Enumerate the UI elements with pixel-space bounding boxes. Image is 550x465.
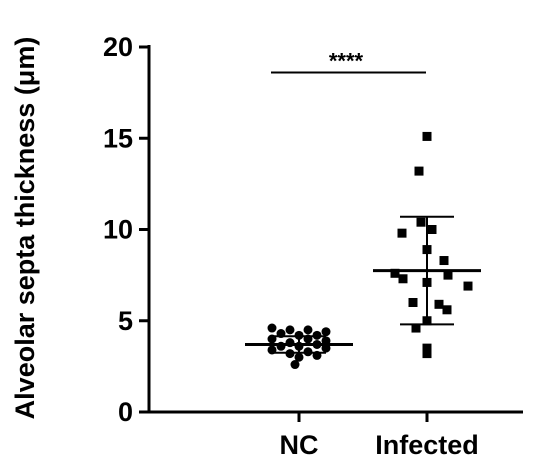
infected-data-point <box>414 166 424 176</box>
infected-data-point <box>408 298 418 307</box>
data-points <box>267 131 473 370</box>
y-axis-title: Alveolar septa thickness (μm) <box>10 37 40 420</box>
infected-data-point <box>398 274 408 284</box>
significance-annotation: **** <box>271 49 426 74</box>
y-axis-title-group: Alveolar septa thickness (μm) <box>10 37 40 420</box>
nc-data-point <box>267 323 277 333</box>
infected-data-point <box>422 343 432 353</box>
infected-data-point <box>463 281 473 291</box>
infected-data-point <box>434 299 444 309</box>
nc-data-point <box>294 352 304 362</box>
axes <box>147 45 523 414</box>
y-tick-label: 10 <box>103 215 133 245</box>
infected-data-point <box>397 228 407 238</box>
infected-data-point <box>390 268 400 278</box>
y-tick-label: 5 <box>118 306 133 336</box>
nc-data-point <box>321 327 331 337</box>
y-tick-label: 0 <box>118 397 133 427</box>
significance-label: **** <box>329 49 364 74</box>
infected-data-point <box>427 225 437 234</box>
x-tick-label: Infected <box>375 430 479 460</box>
infected-data-point <box>422 131 432 141</box>
nc-data-point <box>285 325 295 335</box>
infected-data-point <box>439 256 449 266</box>
infected-data-point <box>442 305 452 315</box>
summary-lines <box>245 215 481 354</box>
infected-data-point <box>422 349 432 359</box>
nc-data-point <box>290 360 300 370</box>
nc-data-point <box>303 325 313 335</box>
y-ticks: 0 5 10 15 20 <box>103 32 149 427</box>
x-tick-label: NC <box>280 430 319 460</box>
infected-data-point <box>411 323 421 333</box>
infected-data-point <box>416 217 426 227</box>
y-tick-label: 20 <box>103 32 133 62</box>
x-ticks: NC Infected <box>280 412 479 460</box>
y-tick-label: 15 <box>103 123 133 153</box>
infected-data-point <box>443 270 453 280</box>
